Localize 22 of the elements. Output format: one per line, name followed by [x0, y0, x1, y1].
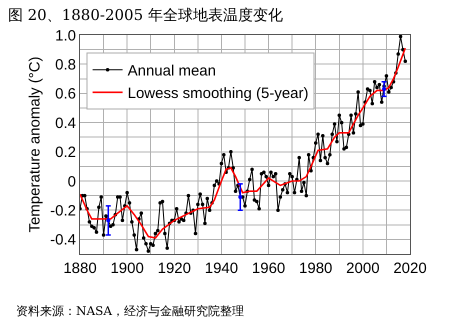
x-tick-label: 1940 [204, 260, 238, 277]
y-tick-label: -0.4 [50, 232, 76, 249]
x-tick-label: 1900 [110, 260, 144, 277]
x-tick-label: 1980 [299, 260, 332, 277]
x-tick-label: 2000 [346, 260, 380, 277]
y-tick-label: 0.2 [55, 144, 76, 162]
y-tick-label: 0.6 [55, 86, 76, 103]
x-tick-label: 1920 [158, 260, 191, 277]
text: 资料来源：NASA，经济与金融研究院整理 [16, 304, 244, 318]
x-tick-label: 1880 [63, 260, 97, 277]
x-tick-label: 2020 [393, 260, 427, 277]
x-tick-label: 1960 [252, 260, 286, 277]
y-tick-label: 1.0 [55, 27, 76, 44]
y-tick-label: 0.8 [55, 56, 76, 74]
legend-label: Lowess smoothing (5-year) [128, 85, 309, 102]
y-axis-title: Temperature anomaly (°C) [26, 56, 44, 233]
chart-title: 图 20、1880-2005 年全球地表温度变化 [8, 6, 283, 24]
point [382, 87, 386, 92]
y-tick-label: 0.4 [55, 114, 76, 132]
legend-label: Annual mean [128, 62, 216, 80]
y-tick-label: 0 [68, 173, 76, 190]
y-tick-label: -0.2 [50, 202, 76, 220]
